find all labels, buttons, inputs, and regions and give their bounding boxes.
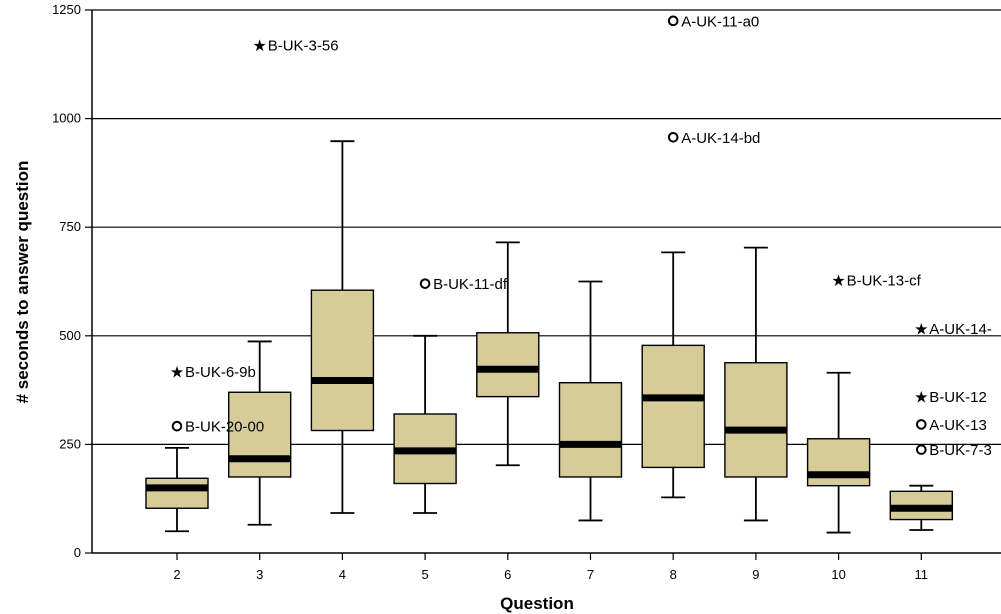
outlier-label: B-UK-13-cf — [847, 273, 922, 290]
x-tick-label-3: 3 — [256, 567, 263, 582]
outlier-star-icon: ★ — [831, 271, 845, 290]
box-question-11 — [889, 484, 953, 531]
box-question-9 — [724, 246, 788, 522]
outlier-8: ★ B-UK-12 — [914, 388, 987, 407]
x-tick-label-5: 5 — [421, 567, 428, 582]
outlier-circle-icon — [916, 444, 927, 455]
y-tick-label-750: 750 — [59, 219, 81, 234]
outlier-label: B-UK-11-df — [433, 276, 508, 293]
outlier-star-icon: ★ — [253, 36, 267, 55]
outlier-label: A-UK-14- — [929, 321, 992, 338]
outlier-0: ★ B-UK-6-9b — [170, 362, 256, 381]
x-tick-label-11: 11 — [915, 567, 929, 582]
box-question-10 — [806, 371, 871, 534]
outlier-label: B-UK-20-00 — [185, 419, 264, 436]
outlier-label: B-UK-12 — [929, 389, 987, 406]
outlier-star-icon: ★ — [914, 388, 928, 407]
outlier-star-icon: ★ — [170, 362, 184, 381]
outlier-label: B-UK-3-56 — [268, 37, 339, 54]
outlier-circle-icon — [667, 15, 679, 27]
interquartile-box — [724, 362, 788, 478]
outlier-10: B-UK-7-3 — [916, 442, 992, 459]
x-axis-title: Question — [500, 594, 574, 613]
outlier-label: A-UK-14-bd — [681, 130, 760, 147]
y-tick-label-500: 500 — [59, 328, 81, 343]
interquartile-box — [227, 391, 292, 478]
outlier-9: A-UK-13 — [916, 417, 987, 434]
y-tick-label-0: 0 — [74, 545, 81, 560]
outlier-4: A-UK-11-a0 — [667, 13, 759, 30]
outlier-circle-icon — [667, 131, 679, 143]
outlier-label: B-UK-7-3 — [929, 442, 992, 459]
y-tick-label-1000: 1000 — [52, 111, 81, 126]
outlier-1: B-UK-20-00 — [171, 419, 264, 436]
outlier-6: ★ B-UK-13-cf — [831, 271, 921, 290]
outlier-label: B-UK-6-9b — [185, 364, 256, 381]
box-question-3 — [227, 340, 292, 526]
outlier-5: A-UK-14-bd — [667, 130, 760, 147]
outlier-3: B-UK-11-df — [419, 276, 508, 293]
interquartile-box — [310, 289, 375, 432]
box-question-4 — [310, 140, 375, 514]
box-question-6 — [476, 241, 540, 467]
x-tick-label-10: 10 — [831, 567, 845, 582]
interquartile-box — [558, 382, 623, 478]
interquartile-box — [145, 477, 209, 509]
outlier-label: A-UK-11-a0 — [681, 13, 759, 30]
x-tick-label-6: 6 — [504, 567, 511, 582]
y-tick-label-250: 250 — [59, 436, 81, 451]
x-tick-label-9: 9 — [752, 567, 759, 582]
x-tick-label-2: 2 — [173, 567, 180, 582]
outlier-circle-icon — [916, 419, 927, 430]
x-tick-label-8: 8 — [670, 567, 677, 582]
interquartile-box — [806, 438, 871, 487]
axis-layer: 0 250 500 750 1000 1250 2 3 4 5 6 7 8 9 10 11 — [52, 2, 1001, 582]
box-question-8 — [641, 251, 705, 499]
outlier-circle-icon — [171, 420, 183, 432]
x-tick-label-7: 7 — [587, 567, 594, 582]
box-question-2 — [145, 446, 209, 533]
interquartile-box — [641, 344, 705, 469]
outlier-7: ★ A-UK-14- — [914, 319, 992, 338]
y-tick-label-1250: 1250 — [52, 2, 81, 17]
outlier-2: ★ B-UK-3-56 — [253, 36, 339, 55]
box-question-5 — [393, 334, 457, 514]
interquartile-box — [476, 332, 540, 398]
x-tick-label-4: 4 — [339, 567, 346, 582]
outlier-circle-icon — [419, 278, 431, 289]
outlier-star-icon: ★ — [914, 319, 928, 338]
y-axis-title: # seconds to answer question — [13, 161, 32, 404]
box-layer — [145, 140, 953, 534]
outlier-layer: ★ B-UK-6-9bB-UK-20-00★ B-UK-3-56B-UK-11-df… — [170, 13, 992, 459]
outlier-label: A-UK-13 — [929, 417, 987, 434]
box-question-7 — [558, 280, 623, 522]
